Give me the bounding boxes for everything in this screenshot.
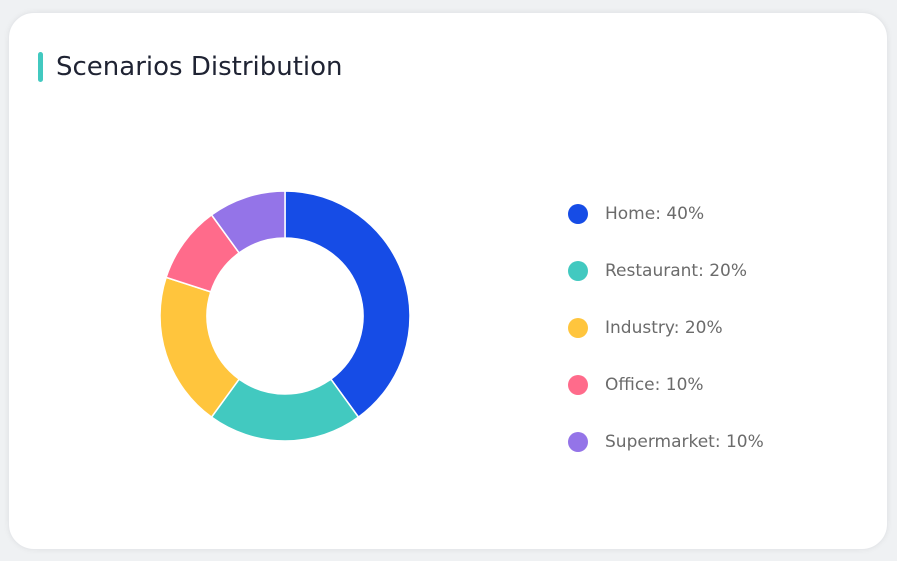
title-accent-bar bbox=[38, 52, 43, 82]
legend-item-supermarket[interactable]: Supermarket: 10% bbox=[568, 413, 764, 470]
legend-dot bbox=[568, 431, 588, 452]
legend-label: Supermarket: 10% bbox=[605, 431, 764, 452]
legend-label: Restaurant: 20% bbox=[605, 260, 747, 281]
legend-dot bbox=[568, 374, 588, 395]
slice-supermarket[interactable] bbox=[210, 190, 286, 254]
chart-card bbox=[8, 12, 888, 550]
legend-label: Home: 40% bbox=[605, 203, 705, 224]
chart-title: Scenarios Distribution bbox=[56, 52, 343, 82]
legend-dot bbox=[568, 260, 588, 281]
legend-item-restaurant[interactable]: Restaurant: 20% bbox=[568, 242, 764, 299]
legend-dot bbox=[568, 203, 588, 224]
legend-item-office[interactable]: Office: 10% bbox=[568, 356, 764, 413]
slice-restaurant[interactable] bbox=[210, 378, 360, 442]
legend: Home: 40% Restaurant: 20% Industry: 20% … bbox=[568, 188, 764, 470]
legend-label: Industry: 20% bbox=[605, 317, 723, 338]
slice-industry[interactable] bbox=[159, 276, 241, 419]
slice-home[interactable] bbox=[284, 190, 411, 419]
legend-dot bbox=[568, 317, 588, 338]
legend-item-home[interactable]: Home: 40% bbox=[568, 185, 764, 242]
legend-item-industry[interactable]: Industry: 20% bbox=[568, 299, 764, 356]
legend-label: Office: 10% bbox=[605, 374, 704, 395]
